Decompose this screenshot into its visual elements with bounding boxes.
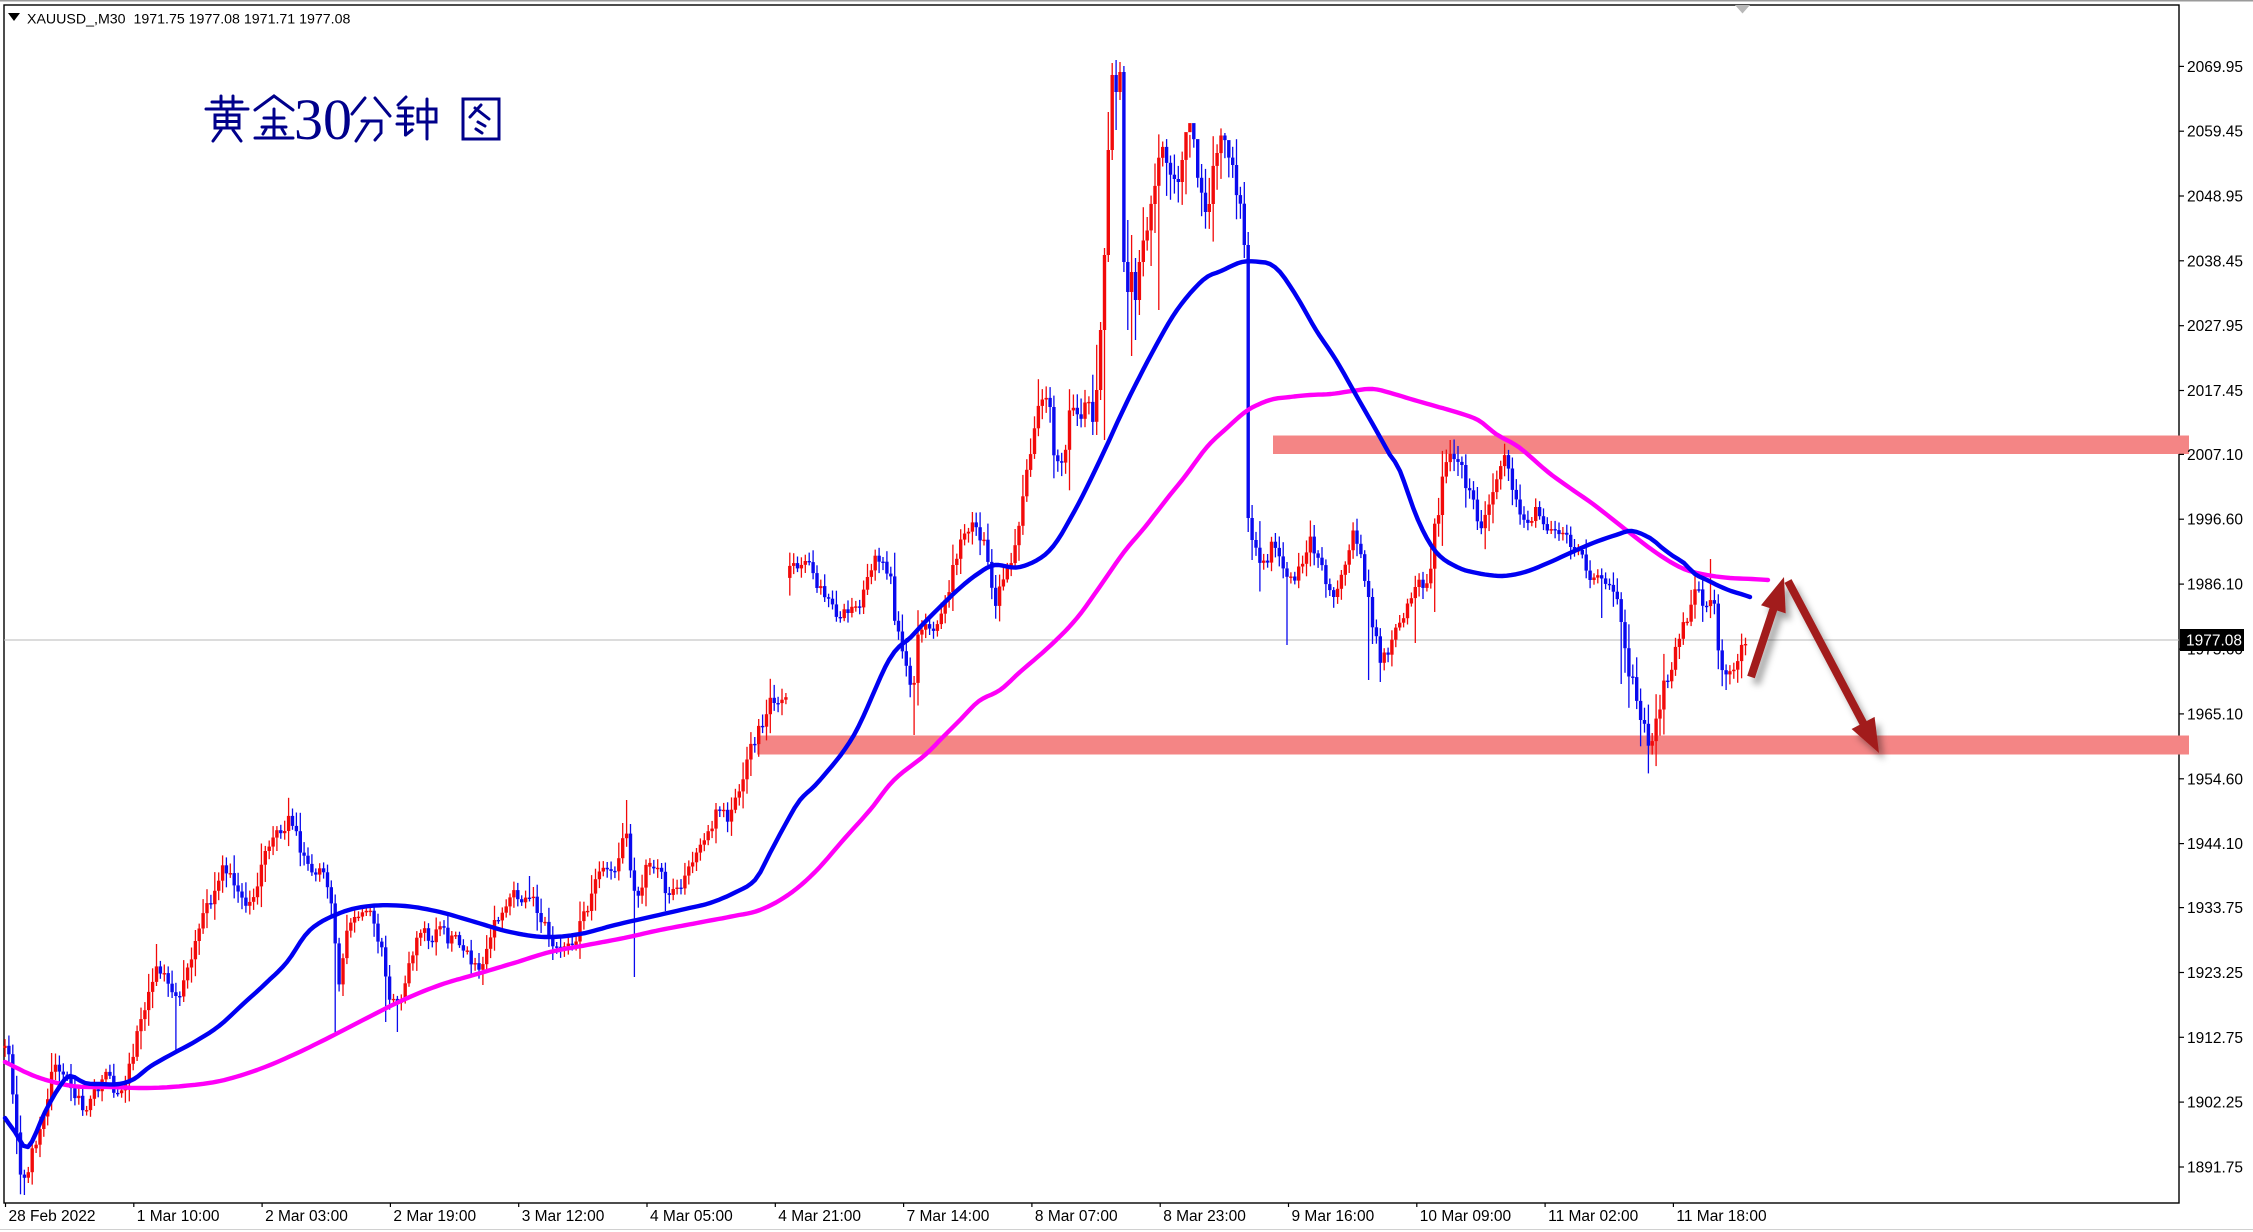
svg-text:2007.10: 2007.10 [2187,447,2243,464]
svg-text:2017.45: 2017.45 [2187,383,2243,400]
svg-text:8 Mar 07:00: 8 Mar 07:00 [1035,1208,1118,1225]
svg-text:1944.10: 1944.10 [2187,836,2243,853]
svg-text:1923.25: 1923.25 [2187,965,2243,982]
svg-text:2048.95: 2048.95 [2187,189,2243,206]
svg-text:2069.95: 2069.95 [2187,59,2243,76]
svg-text:9 Mar 16:00: 9 Mar 16:00 [1292,1208,1375,1225]
svg-text:11 Mar 02:00: 11 Mar 02:00 [1548,1208,1639,1225]
svg-text:2027.95: 2027.95 [2187,318,2243,335]
svg-text:2059.45: 2059.45 [2187,124,2243,141]
svg-text:8 Mar 23:00: 8 Mar 23:00 [1163,1208,1246,1225]
svg-text:1933.75: 1933.75 [2187,900,2243,917]
svg-text:1902.25: 1902.25 [2187,1095,2243,1112]
svg-text:4 Mar 05:00: 4 Mar 05:00 [650,1208,733,1225]
svg-text:1965.10: 1965.10 [2187,706,2243,723]
svg-text:1912.75: 1912.75 [2187,1030,2243,1047]
svg-text:1 Mar 10:00: 1 Mar 10:00 [137,1208,220,1225]
svg-text:2038.45: 2038.45 [2187,253,2243,270]
svg-text:1986.10: 1986.10 [2187,577,2243,594]
svg-text:3 Mar 12:00: 3 Mar 12:00 [522,1208,605,1225]
svg-text:1996.60: 1996.60 [2187,512,2243,529]
svg-text:1954.60: 1954.60 [2187,771,2243,788]
svg-text:11 Mar 18:00: 11 Mar 18:00 [1676,1208,1767,1225]
svg-text:30: 30 [294,87,352,152]
svg-text:1977.08: 1977.08 [2186,633,2242,650]
svg-text:2 Mar 19:00: 2 Mar 19:00 [393,1208,476,1225]
svg-text:1891.75: 1891.75 [2187,1160,2243,1177]
svg-text:10 Mar 09:00: 10 Mar 09:00 [1420,1208,1512,1225]
svg-text:28 Feb 2022: 28 Feb 2022 [9,1208,96,1225]
svg-text:4 Mar 21:00: 4 Mar 21:00 [778,1208,861,1225]
svg-text:XAUUSD_,M30 1971.75 1977.08 1: XAUUSD_,M30 1971.75 1977.08 1971.71 1977… [27,12,351,28]
svg-text:2 Mar 03:00: 2 Mar 03:00 [265,1208,348,1225]
svg-text:7 Mar 14:00: 7 Mar 14:00 [907,1208,990,1225]
